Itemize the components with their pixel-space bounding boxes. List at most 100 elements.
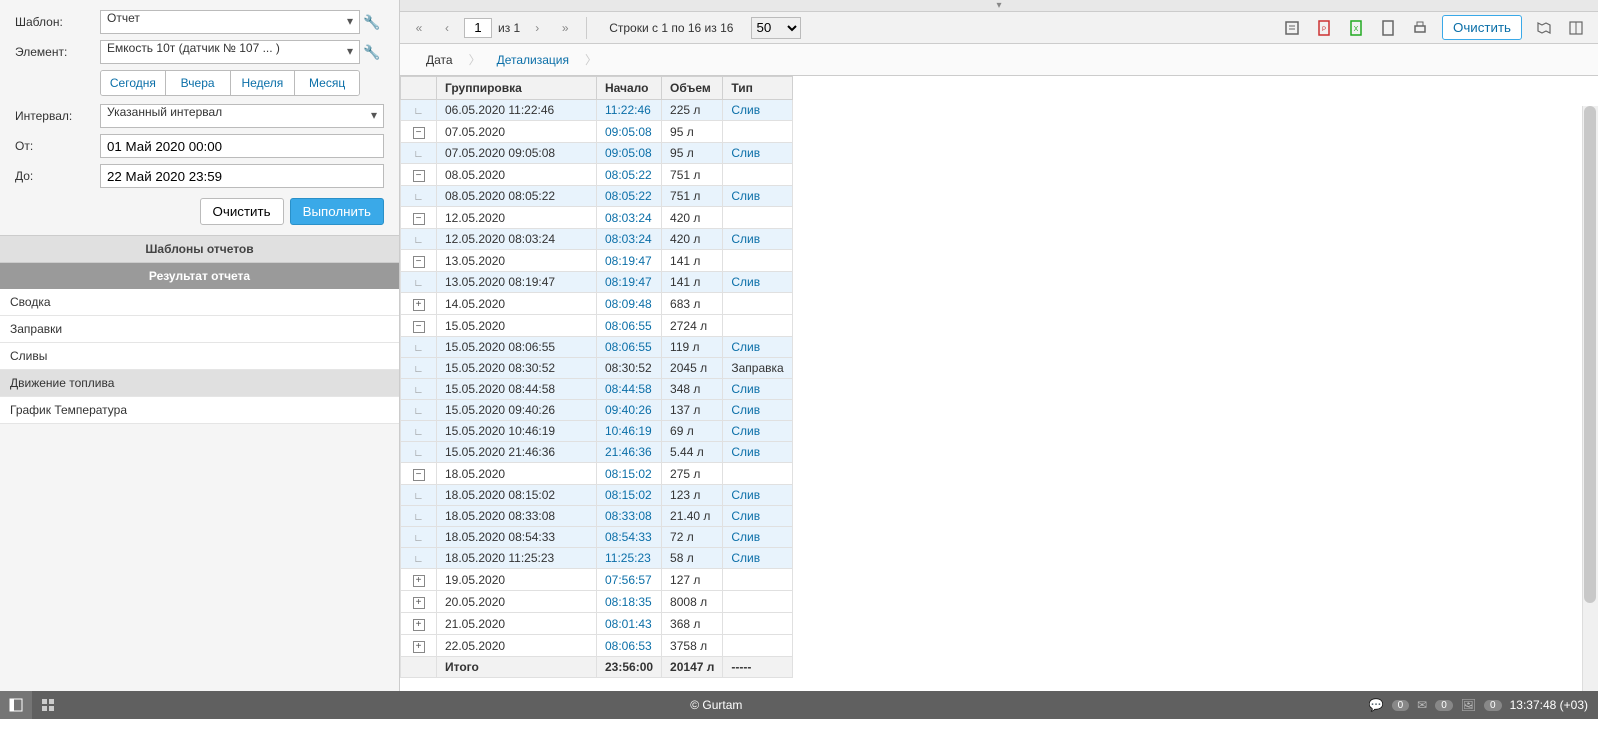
table-row[interactable]: −15.05.202008:06:552724 л xyxy=(401,315,793,337)
table-row[interactable]: −18.05.202008:15:02275 л xyxy=(401,463,793,485)
start-cell[interactable]: 09:05:08 xyxy=(597,121,662,143)
quick-today-button[interactable]: Сегодня xyxy=(101,71,166,95)
toolbar-clear-button[interactable]: Очистить xyxy=(1442,15,1522,40)
type-cell[interactable]: Слив xyxy=(723,485,792,506)
template-settings-icon[interactable]: 🔧 xyxy=(360,14,384,31)
type-cell[interactable]: Слив xyxy=(723,100,792,121)
type-cell[interactable]: Слив xyxy=(723,442,792,463)
start-cell[interactable]: 11:25:23 xyxy=(597,548,662,569)
last-page-icon[interactable]: » xyxy=(554,17,576,39)
element-settings-icon[interactable]: 🔧 xyxy=(360,44,384,61)
header-group[interactable]: Группировка xyxy=(437,77,597,100)
start-cell[interactable]: 08:15:02 xyxy=(597,485,662,506)
table-row[interactable]: ∟15.05.2020 08:30:5208:30:522045 лЗаправ… xyxy=(401,358,793,379)
start-cell[interactable]: 08:06:55 xyxy=(597,337,662,358)
table-row[interactable]: ∟15.05.2020 08:44:5808:44:58348 лСлив xyxy=(401,379,793,400)
next-page-icon[interactable]: › xyxy=(526,17,548,39)
table-row[interactable]: −13.05.202008:19:47141 л xyxy=(401,250,793,272)
tree-cell[interactable]: − xyxy=(401,207,437,229)
table-row[interactable]: −08.05.202008:05:22751 л xyxy=(401,164,793,186)
start-cell[interactable]: 08:18:35 xyxy=(597,591,662,613)
quick-yesterday-button[interactable]: Вчера xyxy=(166,71,231,95)
table-row[interactable]: ∟15.05.2020 08:06:5508:06:55119 лСлив xyxy=(401,337,793,358)
page-input[interactable] xyxy=(464,18,492,38)
tree-cell[interactable]: − xyxy=(401,164,437,186)
start-cell[interactable]: 09:05:08 xyxy=(597,143,662,164)
quick-week-button[interactable]: Неделя xyxy=(231,71,296,95)
tree-cell[interactable]: + xyxy=(401,293,437,315)
tree-cell[interactable]: − xyxy=(401,315,437,337)
export-pdf-icon[interactable]: P xyxy=(1310,16,1338,40)
vertical-scrollbar[interactable] xyxy=(1582,106,1598,691)
tree-cell[interactable]: + xyxy=(401,591,437,613)
type-cell[interactable]: Слив xyxy=(723,272,792,293)
start-cell[interactable]: 08:06:55 xyxy=(597,315,662,337)
result-item[interactable]: Сливы xyxy=(0,343,399,370)
start-cell[interactable]: 08:19:47 xyxy=(597,250,662,272)
table-row[interactable]: +19.05.202007:56:57127 л xyxy=(401,569,793,591)
header-start[interactable]: Начало xyxy=(597,77,662,100)
tab-date[interactable]: Дата xyxy=(410,45,469,75)
type-cell[interactable]: Слив xyxy=(723,229,792,250)
grid-icon[interactable] xyxy=(32,691,64,719)
table-row[interactable]: ∟15.05.2020 09:40:2609:40:26137 лСлив xyxy=(401,400,793,421)
first-page-icon[interactable]: « xyxy=(408,17,430,39)
table-row[interactable]: ∟18.05.2020 08:33:0808:33:0821.40 лСлив xyxy=(401,506,793,527)
start-cell[interactable]: 08:05:22 xyxy=(597,186,662,207)
map-icon[interactable] xyxy=(1530,16,1558,40)
header-type[interactable]: Тип xyxy=(723,77,792,100)
start-cell[interactable]: 08:01:43 xyxy=(597,613,662,635)
start-cell[interactable]: 08:03:24 xyxy=(597,207,662,229)
type-cell[interactable]: Слив xyxy=(723,379,792,400)
type-cell[interactable]: Слив xyxy=(723,400,792,421)
result-item[interactable]: Сводка xyxy=(0,289,399,316)
chat-icon[interactable]: 💬 xyxy=(1369,698,1384,712)
start-cell[interactable]: 08:44:58 xyxy=(597,379,662,400)
to-input[interactable] xyxy=(100,164,384,188)
start-cell[interactable]: 07:56:57 xyxy=(597,569,662,591)
tree-cell[interactable]: + xyxy=(401,569,437,591)
table-row[interactable]: ∟18.05.2020 08:54:3308:54:3372 лСлив xyxy=(401,527,793,548)
start-cell[interactable]: 09:40:26 xyxy=(597,400,662,421)
type-cell[interactable]: Слив xyxy=(723,506,792,527)
tree-cell[interactable]: − xyxy=(401,463,437,485)
scrollbar-thumb[interactable] xyxy=(1584,106,1596,603)
start-cell[interactable]: 08:19:47 xyxy=(597,272,662,293)
start-cell[interactable]: 08:33:08 xyxy=(597,506,662,527)
result-item[interactable]: Движение топлива xyxy=(0,370,399,397)
tree-cell[interactable]: − xyxy=(401,121,437,143)
type-cell[interactable]: Слив xyxy=(723,527,792,548)
table-row[interactable]: ∟18.05.2020 08:15:0208:15:02123 лСлив xyxy=(401,485,793,506)
start-cell[interactable]: 08:06:53 xyxy=(597,635,662,657)
template-select[interactable]: Отчет xyxy=(100,10,360,34)
start-cell[interactable]: 21:46:36 xyxy=(597,442,662,463)
execute-button[interactable]: Выполнить xyxy=(290,198,384,225)
table-row[interactable]: −07.05.202009:05:0895 л xyxy=(401,121,793,143)
start-cell[interactable]: 08:54:33 xyxy=(597,527,662,548)
start-cell[interactable]: 08:05:22 xyxy=(597,164,662,186)
type-cell[interactable]: Слив xyxy=(723,143,792,164)
table-row[interactable]: +20.05.202008:18:358008 л xyxy=(401,591,793,613)
tab-detail[interactable]: Детализация xyxy=(481,45,585,75)
element-select[interactable]: Емкость 10т (датчик № 107 ... ) xyxy=(100,40,360,64)
table-row[interactable]: ∟18.05.2020 11:25:2311:25:2358 лСлив xyxy=(401,548,793,569)
table-row[interactable]: +21.05.202008:01:43368 л xyxy=(401,613,793,635)
from-input[interactable] xyxy=(100,134,384,158)
panel-left-icon[interactable] xyxy=(0,691,32,719)
prev-page-icon[interactable]: ‹ xyxy=(436,17,458,39)
start-cell[interactable]: 08:03:24 xyxy=(597,229,662,250)
table-row[interactable]: ∟06.05.2020 11:22:4611:22:46225 лСлив xyxy=(401,100,793,121)
top-drag-handle[interactable] xyxy=(400,0,1598,12)
table-row[interactable]: ∟07.05.2020 09:05:0809:05:0895 лСлив xyxy=(401,143,793,164)
type-cell[interactable]: Слив xyxy=(723,337,792,358)
mail-icon[interactable]: ✉ xyxy=(1417,698,1427,712)
per-page-select[interactable]: 50 xyxy=(751,17,801,39)
start-cell[interactable]: 08:15:02 xyxy=(597,463,662,485)
type-cell[interactable]: Слив xyxy=(723,548,792,569)
result-item[interactable]: График Температура xyxy=(0,397,399,424)
clear-button[interactable]: Очистить xyxy=(200,198,284,225)
tree-cell[interactable]: − xyxy=(401,250,437,272)
export-file-icon[interactable] xyxy=(1374,16,1402,40)
table-row[interactable]: ∟15.05.2020 10:46:1910:46:1969 лСлив xyxy=(401,421,793,442)
start-cell[interactable]: 08:09:48 xyxy=(597,293,662,315)
